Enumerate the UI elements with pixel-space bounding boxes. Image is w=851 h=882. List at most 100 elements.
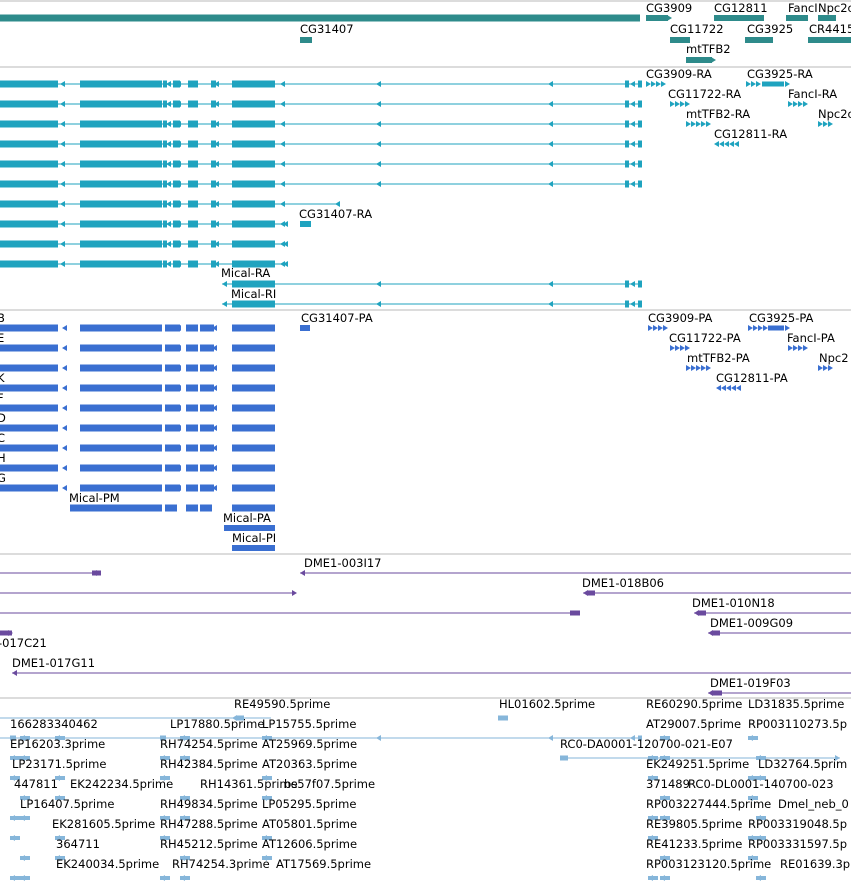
strand-arrow-left xyxy=(190,405,195,411)
strand-arrow-left xyxy=(176,221,181,227)
feature-label: CR4415 xyxy=(809,22,851,36)
strand-arrow-left xyxy=(168,365,173,371)
exon-block xyxy=(745,37,773,43)
est-label: RH47288.5prime xyxy=(160,817,258,831)
est-label: AT25969.5prime xyxy=(262,737,358,751)
strand-arrow-right xyxy=(648,325,653,331)
exon-block xyxy=(80,404,162,412)
feature-label: DME1-010N18 xyxy=(692,596,775,610)
strand-arrow-left xyxy=(204,505,209,511)
strand-arrow-left xyxy=(62,325,67,331)
strand-arrow-right xyxy=(680,345,685,351)
strand-arrow-left xyxy=(176,101,181,107)
isoform-label: K xyxy=(0,371,5,385)
exon-block xyxy=(498,715,508,721)
exon-block xyxy=(0,464,58,472)
exon-block xyxy=(232,364,275,372)
est-label: RP003123120.5prime xyxy=(646,857,772,871)
est-label: EK240034.5prime xyxy=(56,857,160,871)
exon-block xyxy=(638,280,642,288)
est-label: RH14361.5prime xyxy=(200,777,298,791)
strand-arrow-left xyxy=(192,121,197,127)
strand-arrow-left xyxy=(212,425,217,431)
strand-arrow-left xyxy=(246,81,251,87)
strand-arrow-right xyxy=(746,81,751,87)
strand-arrow-left xyxy=(190,345,195,351)
strand-arrow-left xyxy=(160,755,165,761)
exon-block xyxy=(712,690,722,696)
strand-arrow-left xyxy=(246,101,251,107)
strand-arrow-left xyxy=(192,261,197,267)
strand-arrow-left xyxy=(376,181,381,187)
est-label: RE01639.3p xyxy=(780,857,851,871)
strand-arrow-left xyxy=(716,385,721,391)
exon-block xyxy=(638,100,642,108)
strand-arrow-left xyxy=(176,141,181,147)
strand-arrow-left xyxy=(376,141,381,147)
isoform-label: B xyxy=(0,311,5,325)
est-label: 166283340462 xyxy=(10,717,98,731)
strand-arrow-left xyxy=(100,241,105,247)
exon-block xyxy=(625,180,629,188)
strand-arrow-right xyxy=(818,121,823,127)
strand-arrow-left xyxy=(283,261,288,267)
strand-arrow-right xyxy=(675,101,680,107)
est-label: AT20363.5prime xyxy=(262,757,358,771)
strand-arrow-right xyxy=(701,121,706,127)
strand-arrow-right xyxy=(803,345,808,351)
strand-arrow-left xyxy=(60,141,65,147)
exon-block xyxy=(768,325,784,331)
est-label: HL01602.5prime xyxy=(499,697,596,711)
strand-arrow-left xyxy=(166,81,171,87)
strand-arrow-right xyxy=(828,121,833,127)
strand-arrow-left xyxy=(630,301,635,307)
exon-block xyxy=(232,444,275,452)
strand-arrow-left xyxy=(548,181,553,187)
strand-arrow-left xyxy=(748,735,753,741)
strand-arrow-left xyxy=(190,505,195,511)
strand-arrow-left xyxy=(214,101,219,107)
strand-arrow-left xyxy=(280,141,285,147)
strand-arrow-left xyxy=(214,141,219,147)
exon-block xyxy=(625,100,629,108)
strand-arrow-right xyxy=(788,101,793,107)
exon-block xyxy=(80,484,162,492)
est-label: LP16407.5prime xyxy=(20,797,115,811)
exon-block xyxy=(638,180,642,188)
strand-arrow-left xyxy=(756,835,761,841)
strand-arrow-left xyxy=(583,590,588,596)
exon-block xyxy=(560,755,568,761)
est-label: RP003319048.5p xyxy=(748,817,848,831)
feature-label: FancI-RA xyxy=(788,87,838,101)
est-label: LD31835.5prime xyxy=(748,697,845,711)
feature-label: CG3909 xyxy=(646,1,693,15)
strand-arrow-left xyxy=(246,241,251,247)
strand-arrow-left xyxy=(160,775,165,781)
est-label: RE39805.5prime xyxy=(646,817,743,831)
strand-arrow-right xyxy=(823,365,828,371)
strand-arrow-left xyxy=(648,755,653,761)
strand-arrow-left xyxy=(176,425,181,431)
strand-arrow-left xyxy=(168,485,173,491)
strand-arrow-left xyxy=(719,141,724,147)
strand-arrow-right xyxy=(785,81,790,87)
feature-label: CG31407-RA xyxy=(299,207,373,221)
strand-arrow-left xyxy=(630,281,635,287)
strand-arrow-left xyxy=(224,525,229,531)
feature-label: CG31407 xyxy=(300,22,354,36)
strand-arrow-left xyxy=(168,425,173,431)
strand-arrow-left xyxy=(734,141,739,147)
strand-arrow-left xyxy=(280,161,285,167)
strand-arrow-left xyxy=(166,121,171,127)
strand-arrow-left xyxy=(60,181,65,187)
strand-arrow-left xyxy=(100,81,105,87)
exon-block xyxy=(808,37,851,43)
est-label: AT05801.5prime xyxy=(262,817,358,831)
strand-arrow-right xyxy=(658,325,663,331)
exon-block xyxy=(686,57,712,63)
strand-arrow-left xyxy=(232,715,237,721)
feature-label: CG12811-RA xyxy=(714,127,788,141)
gene-bar xyxy=(0,14,640,22)
strand-arrow-left xyxy=(62,365,67,371)
strand-arrow-left xyxy=(729,141,734,147)
